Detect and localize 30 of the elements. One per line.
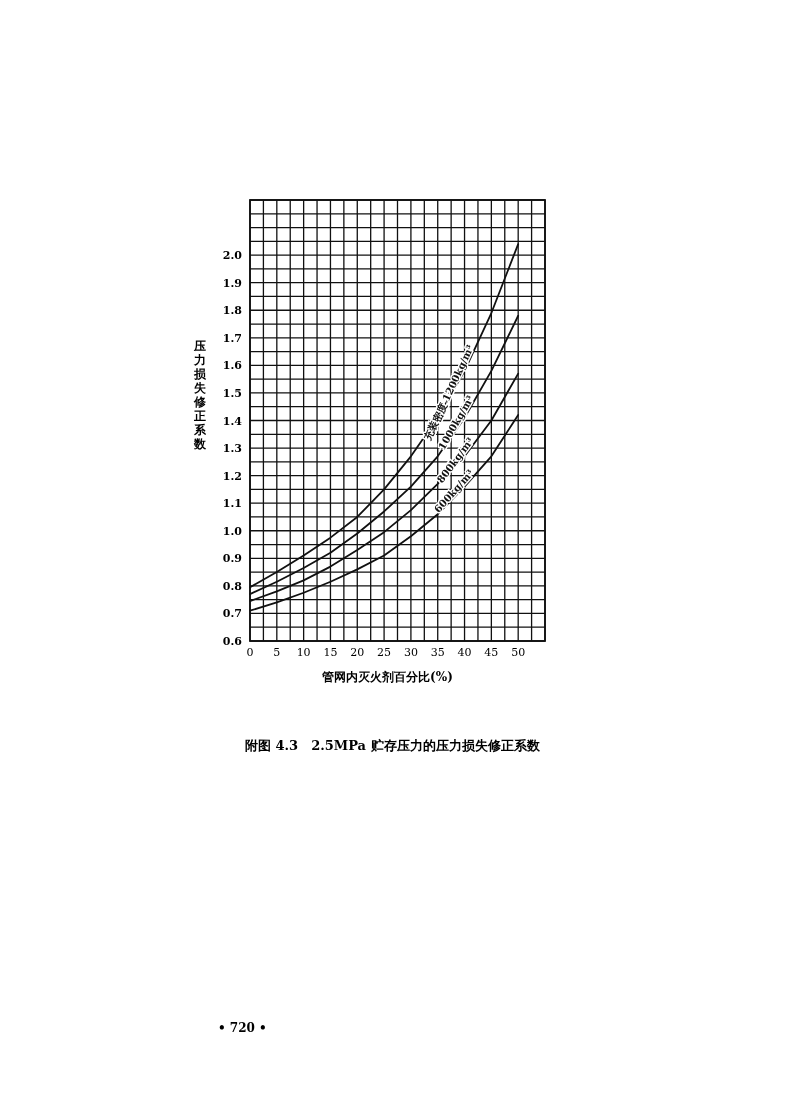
y-tick-label: 0.9 <box>222 552 242 566</box>
x-axis-title: 管网内灭火剂百分比(%) <box>321 670 453 684</box>
x-tick-label: 25 <box>377 646 392 659</box>
x-tick-label: 45 <box>484 646 499 659</box>
x-tick-label: 50 <box>511 646 526 659</box>
x-tick-label: 0 <box>246 646 254 659</box>
text: 附图 4.3 2.5MPa 贮存压力的压力损失修正系数 <box>245 738 541 753</box>
x-tick-label: 40 <box>457 646 472 659</box>
y-tick-label: 0.7 <box>222 607 242 621</box>
y-tick-label: 1.1 <box>222 497 242 511</box>
y-tick-label: 1.8 <box>222 304 243 318</box>
y-tick-label: 0.6 <box>222 635 243 648</box>
x-tick-label: 35 <box>430 646 445 659</box>
y-tick-label: 1.2 <box>222 469 242 483</box>
y-tick-label: 1.0 <box>222 524 243 538</box>
y-tick-label: 1.4 <box>222 414 243 428</box>
x-tick-label: 20 <box>350 646 365 659</box>
y-tick-label: 1.6 <box>222 359 243 373</box>
text: • 720 • <box>218 1021 267 1035</box>
y-tick-label: 1.9 <box>222 276 242 290</box>
y-tick-label: 1.5 <box>222 386 242 400</box>
x-tick-label: 5 <box>273 646 281 659</box>
y-tick-label: 1.3 <box>222 442 242 456</box>
y-tick-label: 0.8 <box>222 579 243 593</box>
x-tick-label: 10 <box>296 646 311 659</box>
x-tick-label: 15 <box>323 646 338 659</box>
y-tick-label: 1.7 <box>222 331 242 345</box>
x-tick-label: 30 <box>403 646 418 659</box>
y-axis-title: 压力损失修正系数 <box>193 338 207 451</box>
y-tick-label: 2.0 <box>222 249 243 263</box>
